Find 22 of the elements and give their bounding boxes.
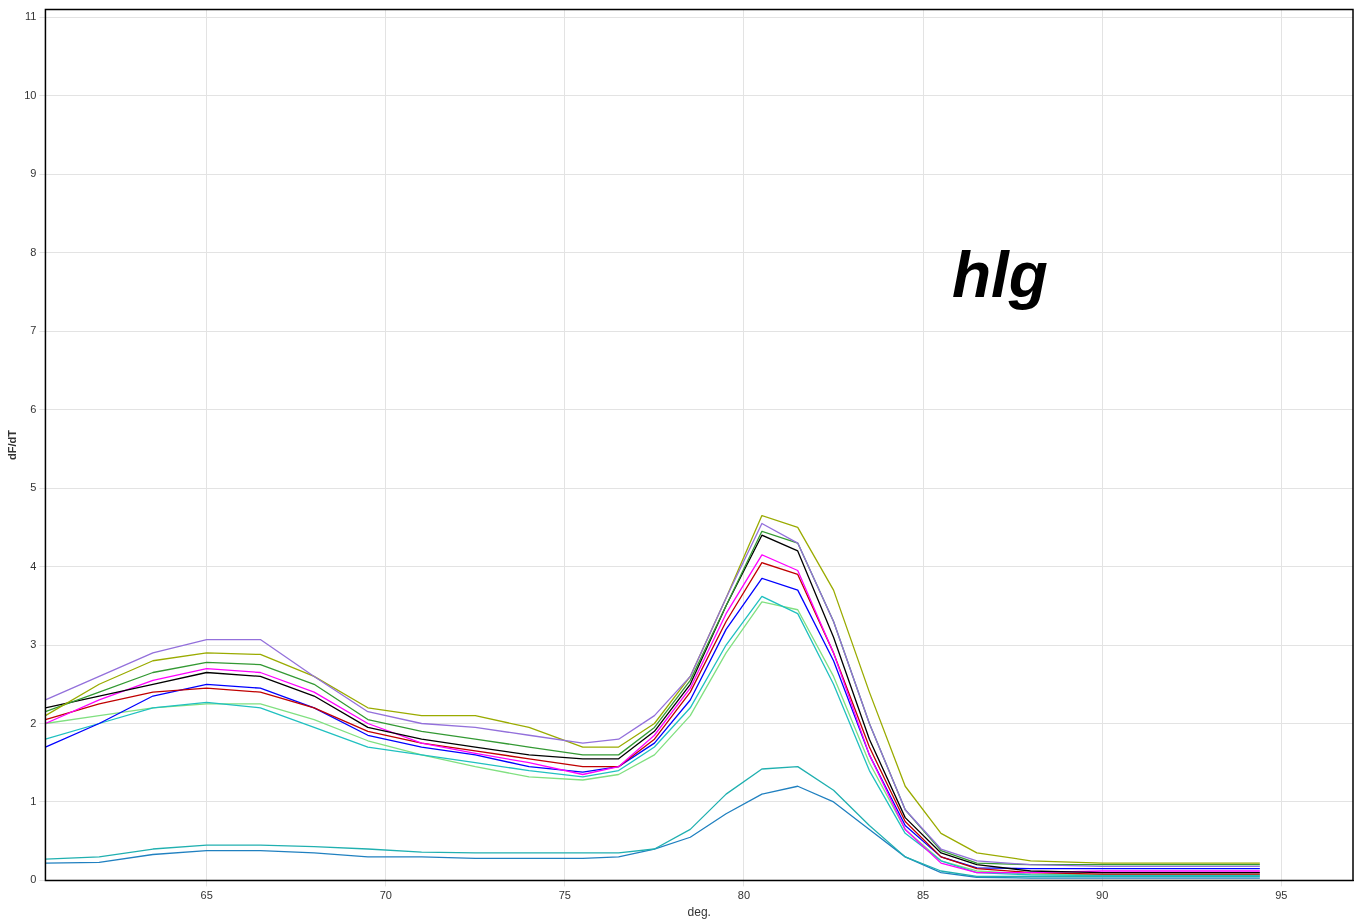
x-tick-label: 90 bbox=[1096, 889, 1109, 902]
y-tick-label: 10 bbox=[24, 88, 37, 101]
y-tick-label: 1 bbox=[30, 794, 37, 807]
x-tick-label: 85 bbox=[916, 889, 930, 902]
y-tick-label: 7 bbox=[30, 324, 37, 337]
y-tick-label: 8 bbox=[30, 245, 37, 258]
annotation: hlg bbox=[951, 239, 1048, 312]
x-tick-label: 80 bbox=[737, 889, 751, 902]
x-tick-label: 75 bbox=[558, 889, 571, 902]
x-tick-label: 70 bbox=[379, 889, 392, 902]
y-tick-label: 6 bbox=[30, 402, 37, 415]
y-tick-label: 2 bbox=[30, 716, 37, 729]
y-tick-label: 5 bbox=[30, 481, 37, 494]
y-tick-label: 4 bbox=[30, 559, 37, 572]
x-tick-label: 95 bbox=[1275, 889, 1288, 902]
y-tick-label: 0 bbox=[30, 873, 37, 886]
y-tick-label: 3 bbox=[30, 638, 37, 651]
x-tick-label: 65 bbox=[200, 889, 213, 902]
y-axis-title: dF/dT bbox=[5, 429, 18, 460]
y-tick-label: 11 bbox=[25, 10, 37, 23]
x-axis-title: deg. bbox=[687, 905, 711, 920]
y-tick-label: 9 bbox=[30, 167, 37, 180]
